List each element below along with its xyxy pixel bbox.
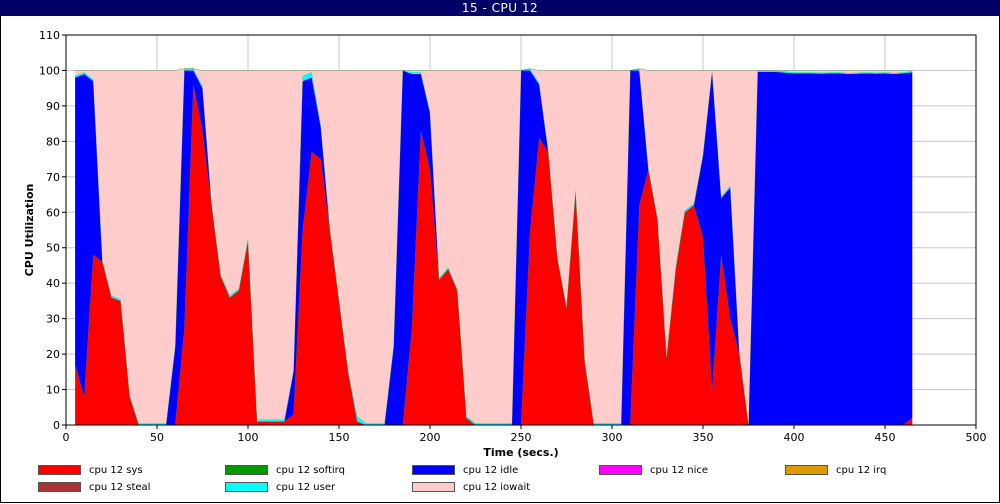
y-tick-label: 40 — [46, 277, 60, 290]
y-tick-label: 0 — [53, 419, 60, 432]
legend-item-cpu-12-softirq: cpu 12 softirq — [225, 465, 345, 479]
legend-swatch — [225, 482, 268, 492]
line-cpu-12-iowait — [75, 68, 913, 71]
legend-swatch — [599, 465, 642, 475]
y-tick-label: 50 — [46, 242, 60, 255]
legend-swatch — [225, 465, 268, 475]
y-tick-label: 20 — [46, 348, 60, 361]
area-cpu-12-sys — [75, 84, 913, 425]
chart-frame: 0 10 20 30 40 50 60 70 80 90 100 110 0 50 100 150 200 250… — [0, 16, 1000, 503]
x-tick-label: 150 — [329, 431, 350, 444]
x-tick-label: 100 — [238, 431, 259, 444]
x-tick-label: 50 — [150, 431, 164, 444]
y-tick-label: 110 — [39, 29, 60, 42]
legend-item-cpu-12-user: cpu 12 user — [225, 482, 335, 496]
legend-item-cpu-12-irq: cpu 12 irq — [785, 465, 886, 479]
legend-label: cpu 12 irq — [836, 465, 887, 476]
y-tick-label: 30 — [46, 313, 60, 326]
legend-label: cpu 12 softirq — [276, 465, 345, 476]
legend-label: cpu 12 idle — [463, 465, 519, 476]
x-tick-label: 500 — [966, 431, 987, 444]
window-title: 15 - CPU 12 — [0, 0, 1000, 16]
legend-swatch — [412, 482, 455, 492]
x-tick-label: 450 — [875, 431, 896, 444]
legend-item-cpu-12-iowait: cpu 12 iowait — [412, 482, 530, 496]
y-axis-label: CPU Utilization — [23, 184, 36, 277]
y-tick-label: 80 — [46, 135, 60, 148]
y-tick-label: 90 — [46, 100, 60, 113]
legend-item-cpu-12-sys: cpu 12 sys — [38, 465, 143, 479]
legend-swatch — [412, 465, 455, 475]
cpu-utilization-chart: 0 10 20 30 40 50 60 70 80 90 100 110 0 50 100 150 200 250… — [23, 29, 987, 459]
y-tick-label: 60 — [46, 206, 60, 219]
legend-item-cpu-12-nice: cpu 12 nice — [599, 465, 708, 479]
legend-label: cpu 12 steal — [89, 482, 151, 493]
area-cpu-12-iowait — [75, 68, 913, 424]
legend-swatch — [38, 482, 81, 492]
y-tick-label: 10 — [46, 384, 60, 397]
legend-swatch — [38, 465, 81, 475]
x-tick-label: 0 — [63, 431, 70, 444]
y-tick-label: 100 — [39, 64, 60, 77]
legend-item-cpu-12-idle: cpu 12 idle — [412, 465, 518, 479]
legend-label: cpu 12 iowait — [463, 482, 531, 493]
x-tick-label: 400 — [784, 431, 805, 444]
legend-swatch — [785, 465, 828, 475]
legend-item-cpu-12-steal: cpu 12 steal — [38, 482, 150, 496]
area-cpu-12-idle — [75, 70, 913, 425]
x-tick-label: 250 — [511, 431, 532, 444]
x-tick-label: 200 — [420, 431, 441, 444]
x-tick-label: 300 — [602, 431, 623, 444]
legend-label: cpu 12 sys — [89, 465, 143, 476]
x-tick-label: 350 — [693, 431, 714, 444]
legend-label: cpu 12 nice — [650, 465, 709, 476]
y-tick-label: 70 — [46, 171, 60, 184]
x-axis-label: Time (secs.) — [483, 446, 558, 459]
legend-label: cpu 12 user — [276, 482, 336, 493]
